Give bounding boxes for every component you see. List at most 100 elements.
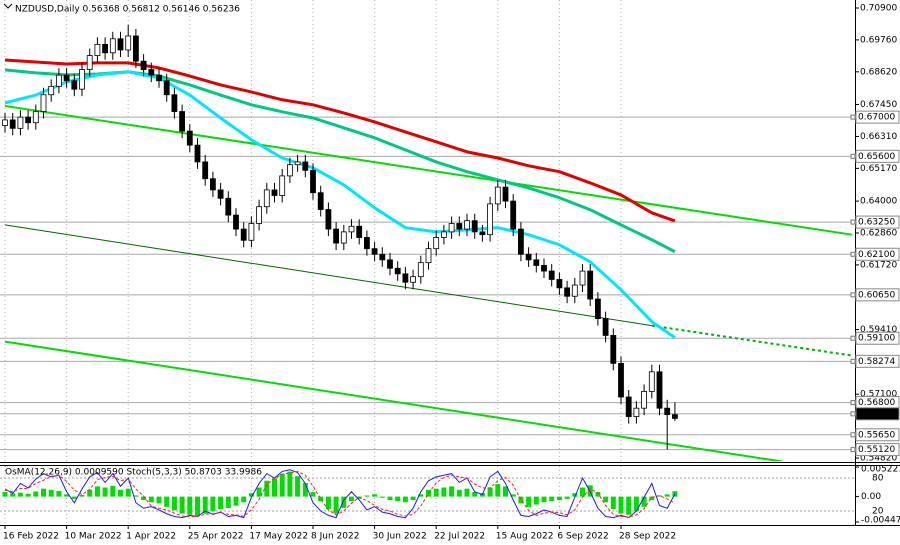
histogram-bar — [164, 496, 170, 507]
histogram-bar — [279, 473, 285, 497]
candle-body — [248, 223, 255, 241]
histogram-bar — [379, 496, 385, 498]
trend-line — [4, 104, 853, 236]
histogram-bar — [410, 496, 416, 501]
histogram-bar — [418, 494, 424, 497]
level-label-box — [855, 331, 900, 345]
histogram-bar — [156, 496, 162, 504]
candle-body — [548, 270, 555, 280]
moving-average — [4, 70, 676, 339]
histogram-bar — [495, 484, 501, 497]
histogram-bar — [510, 494, 516, 497]
candle-body — [286, 164, 293, 177]
histogram-bar — [110, 485, 116, 497]
candle-body — [348, 225, 355, 233]
candle-body — [333, 228, 340, 244]
level-label: 0.60650 — [858, 290, 895, 300]
candle-body — [233, 214, 239, 230]
candle-body — [125, 35, 132, 51]
histogram-bar — [456, 489, 462, 497]
histogram-bar — [118, 489, 123, 497]
trend-line — [4, 340, 783, 461]
candle-body — [209, 178, 216, 191]
histogram-bar — [10, 493, 16, 497]
histogram-bar — [195, 496, 200, 516]
level-label: 0.67000 — [858, 113, 895, 123]
y-tick-label: 0.65170 — [860, 164, 897, 174]
x-tick-label: 22 Jul 2022 — [434, 532, 485, 542]
histogram-bar — [202, 496, 208, 514]
histogram-bar — [310, 492, 316, 497]
candle-body — [587, 270, 594, 300]
level-label: 0.55650 — [858, 430, 895, 440]
candle-body — [132, 35, 139, 62]
histogram-bar — [549, 496, 555, 502]
histogram-bar — [449, 486, 455, 497]
histogram-bar — [87, 489, 93, 497]
histogram-bar — [464, 488, 470, 497]
trend-line — [4, 224, 652, 327]
x-tick-label: 6 Sep 2022 — [557, 532, 608, 542]
candle-body — [371, 248, 378, 255]
histogram-bar — [210, 496, 216, 512]
candle-body — [595, 298, 601, 320]
candle-body — [494, 186, 501, 205]
histogram-bar — [572, 493, 578, 497]
candle-body — [425, 248, 432, 264]
candle-body — [240, 228, 247, 241]
x-tick-label: 15 Aug 2022 — [496, 532, 554, 542]
histogram-bar — [341, 496, 347, 508]
level-label: 0.62100 — [858, 250, 895, 260]
histogram-bar — [302, 483, 308, 497]
histogram-bar — [71, 496, 77, 499]
histogram-bar — [241, 496, 247, 503]
level-marker — [850, 292, 856, 298]
x-tick-label: 1 Apr 2022 — [126, 532, 176, 542]
histogram-bar — [595, 492, 601, 497]
level-label: 0.55120 — [858, 445, 895, 455]
candle-body — [71, 80, 78, 90]
candle-body — [571, 284, 578, 297]
menu-icon[interactable] — [3, 3, 13, 9]
histogram-bar — [349, 496, 354, 502]
candle-body — [656, 371, 663, 409]
candle-body — [217, 189, 224, 199]
histogram-bar — [233, 496, 239, 506]
level-label-box — [855, 443, 900, 457]
level-label-box — [855, 288, 900, 302]
histogram-bar — [618, 496, 624, 514]
y2-tick-label: 20 — [872, 507, 884, 517]
candle-body — [602, 318, 609, 336]
histogram-bar — [626, 496, 632, 515]
candle-body — [363, 237, 370, 250]
level-marker — [850, 400, 856, 406]
candle-body — [294, 161, 301, 166]
x-tick-label: 17 May 2022 — [249, 532, 308, 542]
y-tick-label: 0.69760 — [860, 35, 897, 45]
candle-body — [394, 267, 401, 275]
y2-tick-label: 80 — [872, 474, 884, 484]
candle-body — [25, 116, 32, 124]
y-tick-label: 0.68620 — [860, 67, 897, 77]
candle-body — [456, 223, 463, 230]
histogram-bar — [641, 496, 647, 507]
level-label: 0.56399 — [858, 409, 895, 419]
candle-body — [171, 94, 178, 112]
y-tick-label: 0.62860 — [860, 229, 897, 239]
x-tick-label: 10 Mar 2022 — [65, 532, 122, 542]
level-marker — [850, 432, 856, 438]
candle-body — [564, 287, 570, 297]
candle-body — [487, 203, 494, 236]
candle-body — [664, 407, 671, 416]
histogram-bar — [264, 480, 270, 497]
histogram-bar — [141, 496, 147, 501]
level-label: 0.58274 — [858, 357, 895, 367]
moving-average — [4, 58, 676, 223]
y-tick-label: 0.67450 — [860, 100, 897, 110]
histogram-bar — [295, 476, 301, 497]
candle-body — [310, 169, 316, 194]
histogram-bar — [179, 496, 185, 514]
candle-body — [448, 223, 455, 233]
candle-body — [641, 390, 647, 409]
